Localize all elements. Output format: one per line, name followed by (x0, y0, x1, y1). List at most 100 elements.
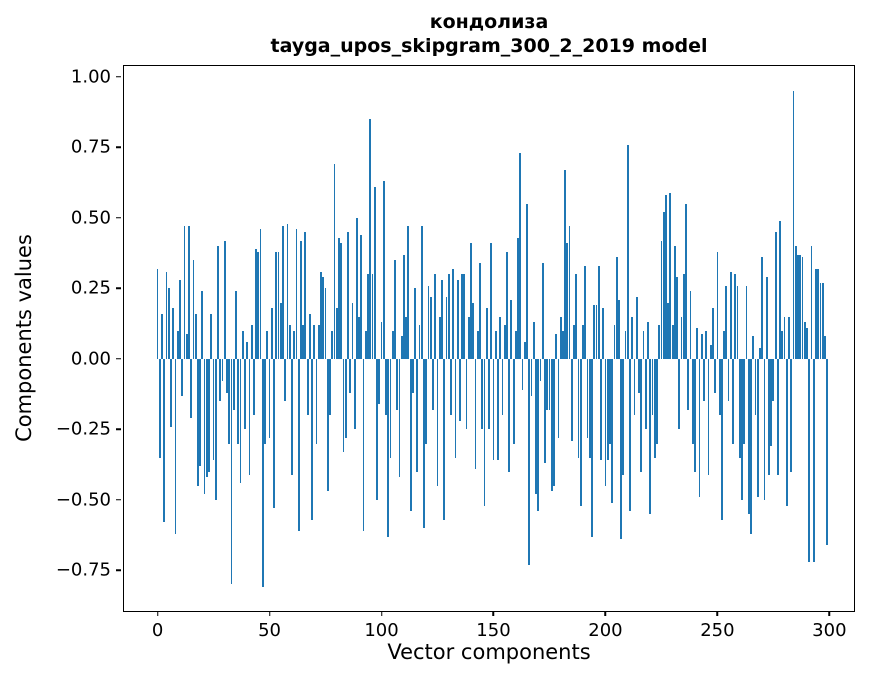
bar-component-294 (815, 268, 817, 359)
bar-component-147 (485, 308, 488, 359)
bar-component-80 (335, 308, 338, 359)
chart-title-line1: кондолиза (429, 11, 549, 33)
x-tick-label: 50 (258, 620, 281, 641)
bar-component-231 (673, 246, 676, 359)
bar-component-18 (197, 358, 199, 486)
bar-component-133 (454, 358, 457, 458)
y-tick-label: −0.75 (55, 559, 111, 581)
bar-component-67 (306, 358, 309, 416)
bar-component-185 (570, 358, 573, 441)
bar-component-203 (611, 358, 614, 503)
bar-component-110 (403, 254, 405, 359)
bar-component-114 (411, 358, 414, 393)
bar-component-215 (638, 358, 640, 393)
bar-component-95 (369, 119, 372, 359)
bar-component-87 (351, 302, 354, 359)
bar-component-108 (398, 358, 401, 478)
bar-component-127 (441, 279, 443, 359)
bar-component-6 (170, 358, 172, 427)
bar-component-155 (503, 325, 506, 359)
y-tick-label: −0.50 (55, 489, 111, 511)
bar-component-60 (291, 358, 293, 475)
bar-component-221 (651, 358, 654, 416)
bar-component-186 (573, 325, 575, 359)
bar-component-256 (729, 271, 732, 359)
bar-component-149 (490, 243, 493, 359)
x-tick-label: 150 (476, 620, 511, 641)
x-tick-label: 250 (700, 620, 735, 641)
bar-component-119 (423, 358, 425, 529)
bar-component-92 (362, 358, 365, 531)
bar-component-279 (781, 330, 784, 359)
bar-component-196 (595, 305, 598, 359)
bar-component-166 (528, 358, 531, 565)
bar-component-43 (252, 358, 255, 416)
bar-component-228 (667, 302, 670, 359)
bar-component-55 (279, 302, 282, 359)
bar-component-4 (165, 271, 168, 359)
bar-component-195 (593, 305, 596, 359)
bar-component-132 (452, 268, 455, 359)
bar-component-65 (302, 325, 305, 359)
bar-component-38 (241, 330, 244, 359)
bar-component-296 (819, 282, 822, 359)
bar-component-220 (649, 358, 652, 514)
bar-component-241 (696, 327, 699, 359)
bar-component-288 (801, 257, 804, 359)
bar-component-101 (382, 181, 385, 359)
bar-component-191 (584, 265, 587, 359)
bar-component-282 (788, 316, 790, 359)
bar-component-253 (723, 330, 725, 359)
bar-component-96 (371, 274, 374, 359)
bar-component-94 (367, 274, 369, 359)
bar-component-98 (376, 358, 378, 500)
bar-component-222 (653, 358, 656, 458)
bar-component-90 (358, 316, 360, 359)
bar-component-49 (266, 330, 269, 359)
bar-component-17 (194, 313, 197, 359)
bar-component-9 (176, 330, 179, 359)
bar-component-289 (803, 322, 806, 359)
bar-component-3 (163, 358, 166, 523)
bar-component-292 (810, 246, 813, 359)
bar-component-232 (676, 277, 678, 359)
bar-component-75 (324, 288, 327, 359)
bar-component-164 (523, 342, 526, 359)
bar-component-124 (434, 274, 437, 359)
bar-component-41 (248, 358, 251, 475)
bar-component-210 (626, 144, 629, 359)
bar-component-199 (602, 308, 605, 359)
bar-component-188 (577, 358, 580, 458)
bar-component-179 (557, 358, 560, 438)
bar-component-189 (579, 358, 582, 506)
bar-component-267 (754, 358, 757, 416)
bar-component-156 (506, 251, 508, 359)
bar-component-125 (436, 358, 439, 486)
bar-component-39 (244, 358, 246, 430)
bar-component-192 (586, 358, 589, 438)
bar-component-74 (322, 277, 325, 359)
bar-component-251 (718, 358, 721, 416)
bar-component-135 (458, 358, 461, 421)
y-tick-mark (116, 146, 121, 149)
bar-component-162 (519, 153, 522, 359)
bar-component-207 (620, 358, 622, 540)
bar-component-118 (420, 226, 423, 359)
bar-component-277 (776, 358, 779, 475)
bar-component-197 (597, 265, 600, 359)
bar-component-143 (476, 330, 479, 359)
bar-component-242 (698, 358, 701, 498)
bar-component-70 (313, 325, 316, 359)
bar-component-297 (821, 282, 824, 359)
bar-component-298 (823, 336, 826, 359)
bar-component-102 (385, 358, 387, 416)
bar-component-24 (210, 313, 213, 359)
bar-component-236 (685, 203, 687, 359)
bar-component-213 (633, 358, 636, 416)
bar-component-5 (167, 288, 170, 359)
bar-component-170 (537, 358, 540, 512)
bar-component-265 (750, 358, 752, 534)
bar-component-169 (535, 358, 537, 495)
bar-component-168 (532, 322, 535, 359)
